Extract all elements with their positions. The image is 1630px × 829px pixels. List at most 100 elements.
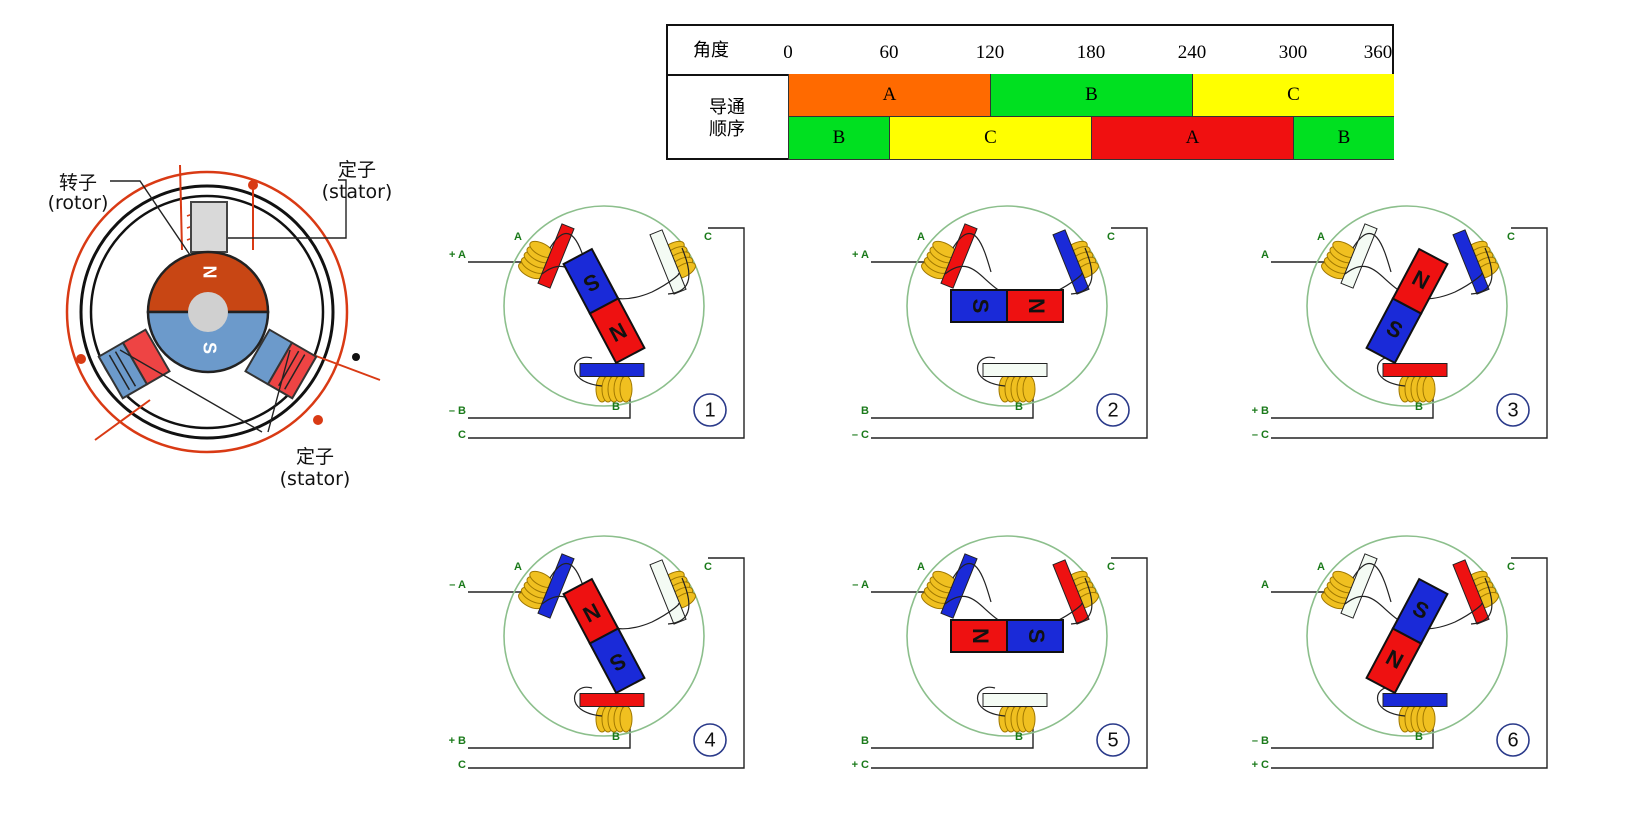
terminal-a-label: + A (449, 249, 466, 261)
terminal-dot (313, 415, 323, 425)
angle-tick-label: 120 (975, 42, 1005, 63)
coil-a-winding (1321, 570, 1357, 610)
step-number: 3 (1507, 399, 1518, 421)
coil-a-label: A (514, 561, 522, 573)
rotor-pole-left (950, 619, 1008, 653)
rotor-magnet: NS (562, 577, 646, 695)
terminal-a-label: A (1261, 579, 1269, 591)
winding-ring (65, 170, 349, 454)
terminal-dot (248, 180, 258, 190)
step-number-circle (1496, 393, 1530, 427)
pole-bar-a (940, 223, 978, 289)
stator-circle (906, 205, 1108, 407)
conduction-segment-c: C (889, 117, 1091, 160)
rotor-pole-right-label: S (1024, 629, 1049, 644)
rotor-magnet: SN (1365, 247, 1449, 365)
step-number-circle (1496, 723, 1530, 757)
coil-b-winding (998, 375, 1036, 403)
step-number-circle (1096, 393, 1130, 427)
wire-c (468, 557, 745, 769)
coil-a-label: A (917, 561, 925, 573)
step-number: 2 (1107, 399, 1118, 421)
terminal-a-label: A (1261, 249, 1269, 261)
coil-c-label: C (1107, 231, 1115, 243)
stator-pole-top (186, 201, 228, 253)
rotor-s-label: S (199, 342, 219, 354)
terminal-dot (352, 353, 360, 361)
step-panel-4: NS A C B – A + B C 4 (449, 535, 745, 771)
pole-bar-b (579, 693, 645, 707)
coil-c-label: C (704, 561, 712, 573)
coil-a-winding (921, 570, 957, 610)
pole-bar-b (982, 693, 1048, 707)
wire-c (871, 227, 1148, 439)
terminal-b-label: B (861, 735, 869, 747)
terminal-c-label: – C (1252, 429, 1269, 441)
rotor-pole-right-label: N (1024, 298, 1049, 314)
pole-bar-a (940, 553, 978, 619)
pole-bar-a (1340, 553, 1378, 619)
stator-top-label-en: (stator) (322, 181, 393, 203)
coil-b-winding (595, 375, 633, 403)
coil-b-label: B (1415, 401, 1423, 413)
pole-bar-b (579, 363, 645, 377)
coil-a-label: A (1317, 561, 1325, 573)
rotor-pole-left (950, 289, 1008, 323)
terminal-c-label: – C (852, 429, 869, 441)
conduction-segment-a: A (788, 74, 990, 117)
stator-top-leader-line (228, 179, 347, 239)
terminal-c-label: + C (852, 759, 869, 771)
coil-b-label: B (612, 401, 620, 413)
pole-bar-b (1382, 363, 1448, 377)
step-number: 4 (704, 729, 715, 751)
coil-c-label: C (704, 231, 712, 243)
terminal-a-label: – A (852, 579, 869, 591)
step-number-circle (693, 393, 727, 427)
sequence-header-line1: 导通 (709, 97, 745, 118)
stator-top-label: 定子 (338, 159, 376, 181)
coil-a-winding (921, 240, 957, 280)
coil-a-winding (518, 240, 554, 280)
coil-a-label: A (917, 231, 925, 243)
sequence-header-line2: 顺序 (709, 119, 745, 140)
step-number: 6 (1507, 729, 1518, 751)
rotor-pole-right (1391, 247, 1449, 315)
stator-outer-ring (79, 184, 335, 440)
pole-bar-b (982, 363, 1048, 377)
conduction-segment-c: C (1192, 74, 1394, 117)
lead-line-left (94, 399, 151, 441)
terminal-b-label: – B (1252, 735, 1269, 747)
pole-bar-b (1382, 693, 1448, 707)
rotor-n-label: N (199, 266, 219, 279)
coil-b-winding (1398, 375, 1436, 403)
stator-inner-ring (89, 194, 325, 430)
conduction-segment-a: A (1091, 117, 1293, 160)
stator-circle (1306, 205, 1508, 407)
rotor-leader-line (110, 180, 191, 256)
coil-b-label: B (1015, 401, 1023, 413)
step-panel-1: SN A C B + A – B C 1 (449, 205, 745, 441)
rotor-pole-right (1391, 577, 1449, 645)
terminal-c-label: + C (1252, 759, 1269, 771)
stator-bottom-label-en: (stator) (280, 468, 351, 490)
conduction-segment-b: B (1293, 117, 1394, 160)
coil-b-winding (595, 705, 633, 733)
angle-tick-label: 240 (1177, 42, 1207, 63)
coil-b-label: B (612, 731, 620, 743)
coil-b-label: B (1415, 731, 1423, 743)
lead-line-top (179, 164, 183, 251)
wire-c (1271, 557, 1548, 769)
pole-bar-a (537, 553, 575, 619)
pole-bar-a (537, 223, 575, 289)
terminal-b-label: – B (449, 405, 466, 417)
rotor: N S (146, 250, 270, 374)
rotor-pole-left-label: N (968, 628, 993, 644)
terminal-dot (76, 354, 86, 364)
pole-bar-c (1452, 559, 1490, 625)
coil-link-wire (952, 232, 1093, 387)
terminal-b-label: + B (449, 735, 466, 747)
stator-circle (503, 535, 705, 737)
step-number-circle (1096, 723, 1130, 757)
